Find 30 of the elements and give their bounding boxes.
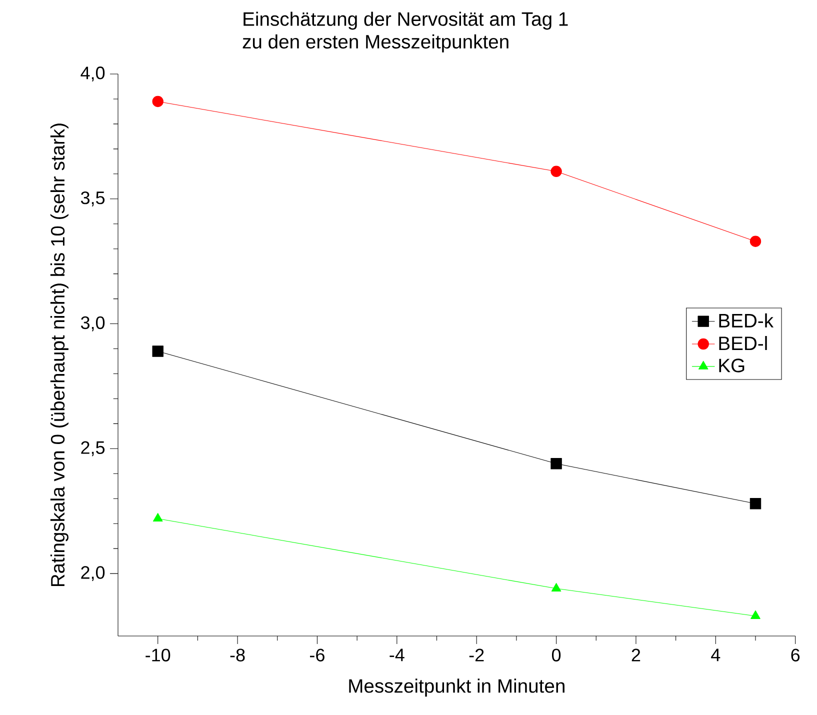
legend-label: KG (719, 358, 744, 372)
y-tick-label: 4,0 (80, 66, 105, 82)
x-tick-label: -10 (146, 648, 170, 662)
y-tick-label: 3,5 (80, 191, 105, 206)
point (750, 610, 760, 619)
point (152, 346, 164, 357)
legend-label: BED-k (719, 313, 774, 328)
point (550, 166, 562, 178)
x-tick-label: -4 (390, 648, 404, 662)
x-tick-label: 4 (711, 648, 720, 662)
x-tick-label: -6 (310, 648, 324, 662)
x-tick-label: 6 (791, 648, 800, 662)
point (750, 236, 762, 247)
point (750, 498, 762, 510)
x-tick-label: 2 (632, 648, 640, 662)
point (550, 458, 562, 470)
x-tick-label: -2 (469, 648, 484, 662)
chart-subtitle: zu den ersten Messzeitpunkten (242, 34, 508, 52)
x-tick-label: 0 (552, 648, 561, 662)
y-tick-label: 3,0 (80, 316, 105, 332)
y-axis-title: Ratingskala von 0 (überhaupt nicht) bis 10 (sehr stark) (50, 124, 68, 586)
chart-title: Einschätzung der Nervosität am Tag 1 (244, 12, 568, 30)
y-tick-label: 2,0 (81, 566, 105, 581)
x-tick-label: -8 (230, 648, 245, 662)
x-axis-title: Messzeitpunkt in Minuten (349, 678, 564, 697)
y-tick-label: 2,5 (81, 441, 105, 456)
point (551, 582, 562, 592)
legend-label: BED-l (719, 336, 767, 350)
point (152, 513, 163, 522)
point (152, 96, 164, 108)
